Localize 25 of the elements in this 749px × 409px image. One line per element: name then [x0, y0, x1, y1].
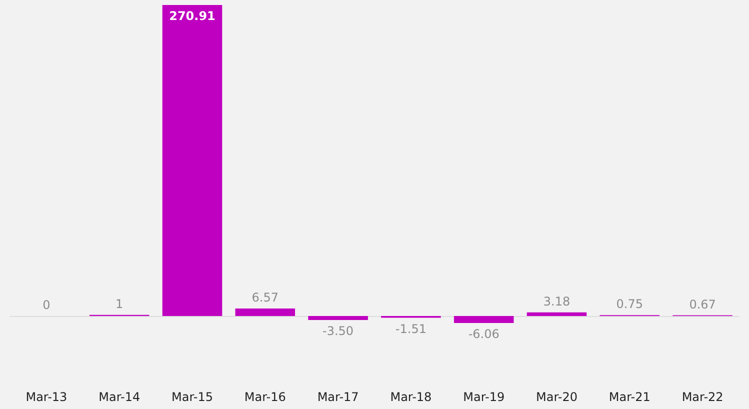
data-label: 1 [116, 296, 124, 311]
bar [162, 5, 222, 316]
data-label: 6.57 [252, 290, 279, 304]
data-label: 270.91 [169, 9, 216, 23]
x-tick-label: Mar-20 [536, 390, 578, 404]
x-tick-label: Mar-19 [463, 390, 505, 404]
data-label: 0 [42, 298, 50, 312]
data-label: 3.18 [543, 294, 570, 308]
x-tick-label: Mar-15 [172, 390, 213, 404]
bar [526, 312, 587, 316]
x-tick-label: Mar-22 [682, 390, 724, 404]
bar [308, 316, 368, 320]
x-tick-label: Mar-17 [317, 390, 359, 404]
data-label: 0.75 [616, 297, 644, 312]
bar [454, 316, 514, 323]
bar [235, 308, 296, 316]
x-tick-label: Mar-21 [608, 390, 650, 404]
x-tick-label: Mar-14 [98, 390, 140, 404]
data-label: 0.67 [689, 297, 716, 312]
data-label: -1.51 [395, 322, 426, 336]
x-tick-label: Mar-16 [244, 390, 286, 404]
x-tick-label: Mar-18 [390, 390, 432, 404]
x-tick-label: Mar-13 [26, 390, 68, 404]
data-label: -6.06 [468, 327, 500, 341]
data-label: -3.50 [322, 324, 354, 338]
